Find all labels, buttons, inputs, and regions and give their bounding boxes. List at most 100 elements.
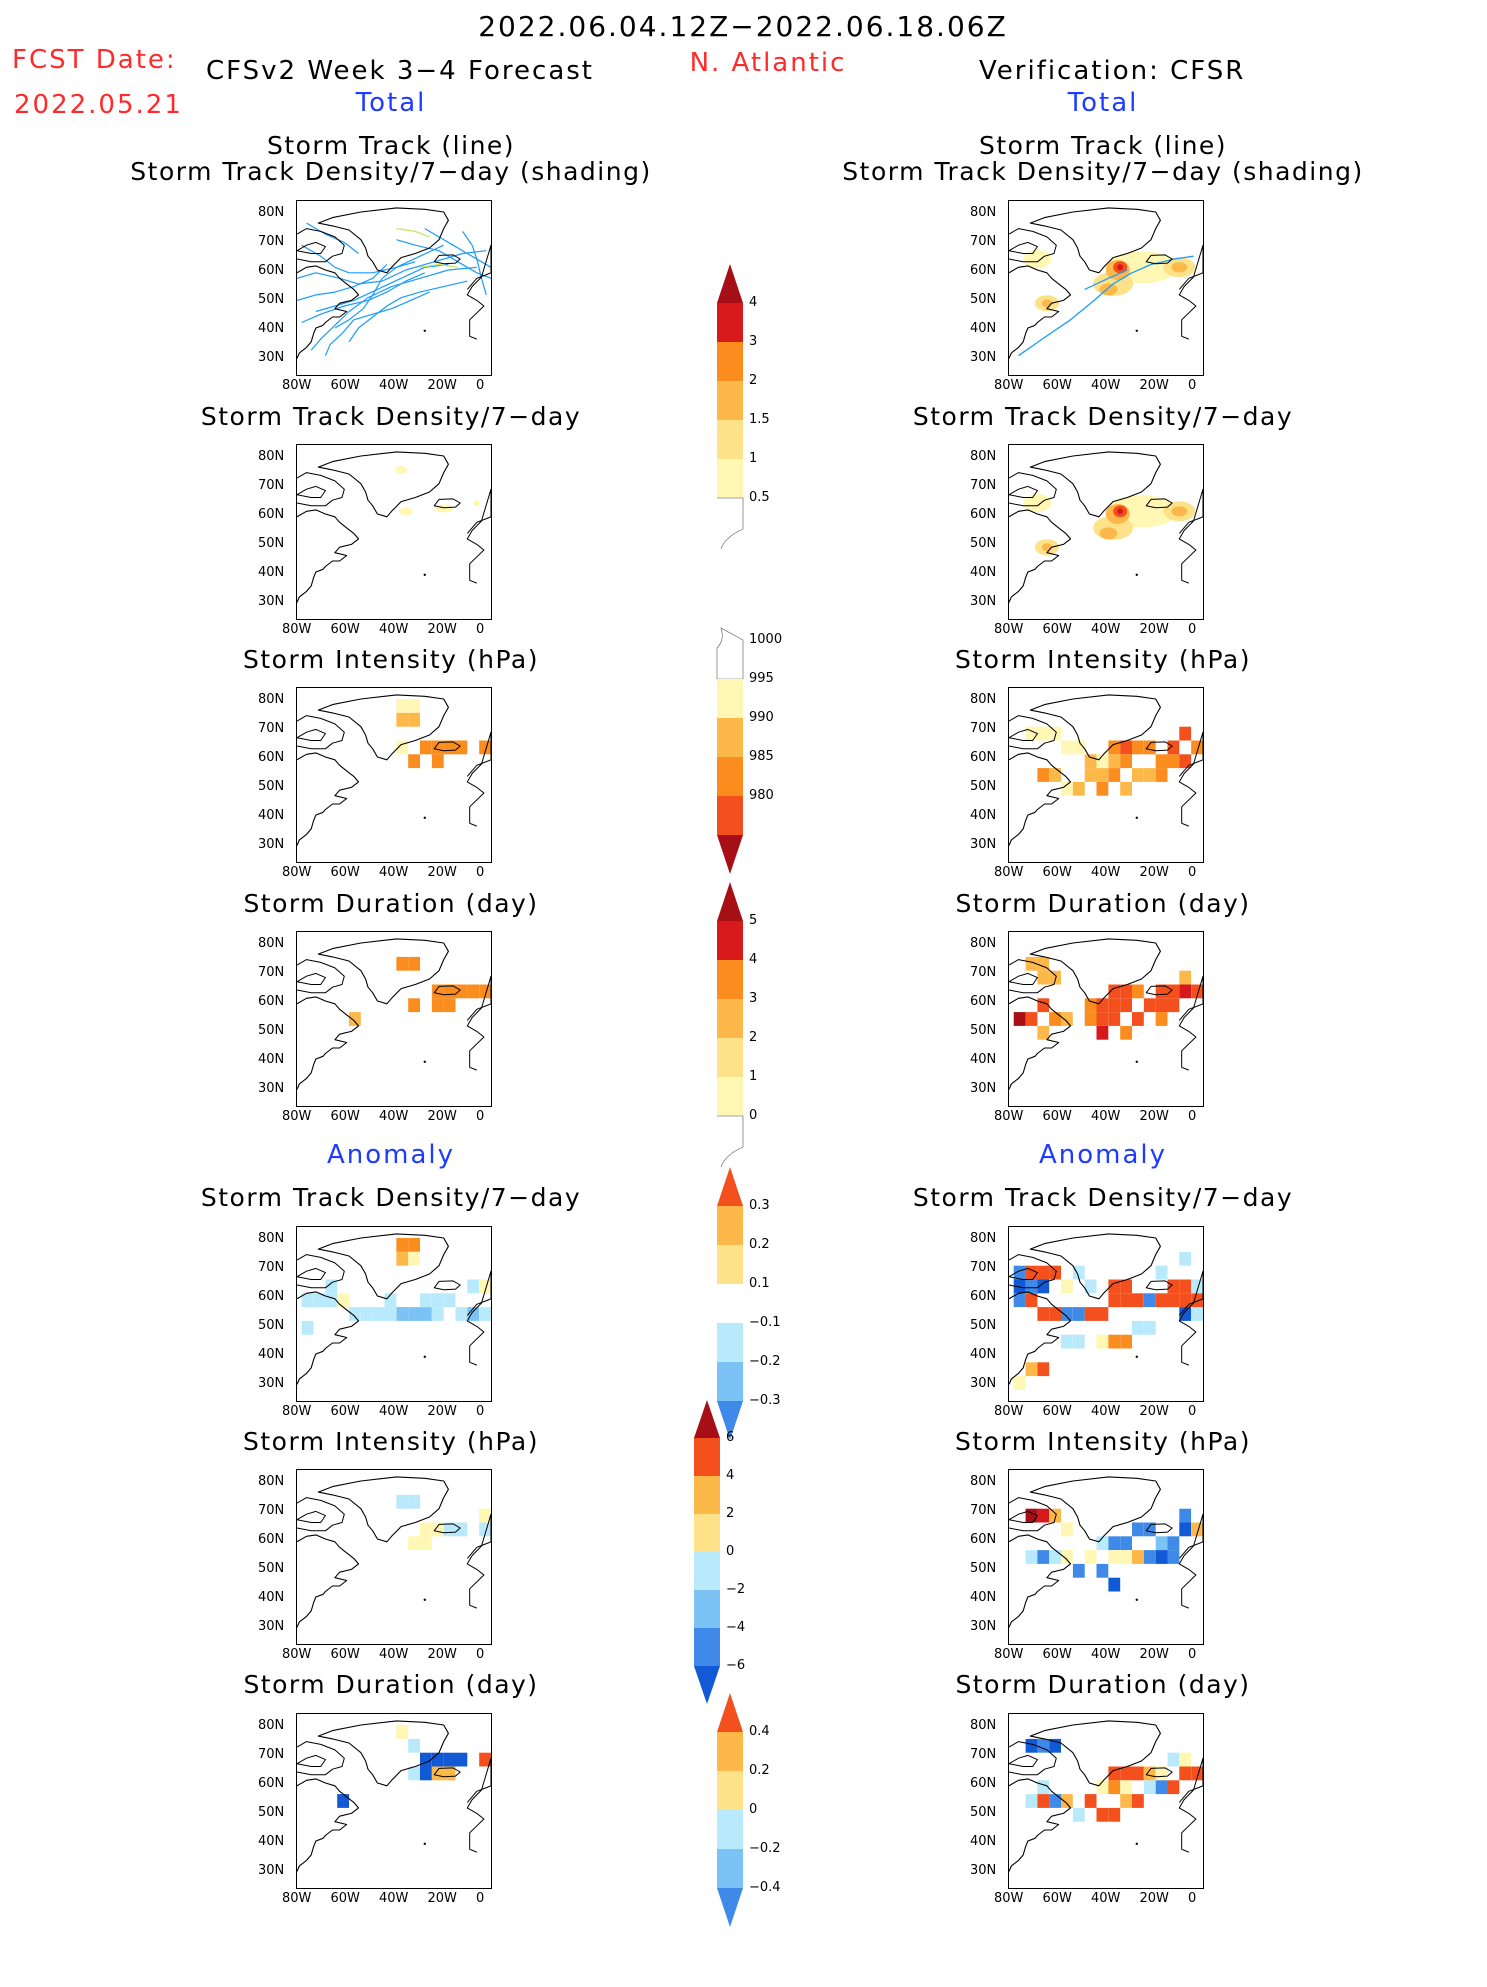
colorbar-swatch (717, 1693, 743, 1732)
lon-tick-label: 40W (1091, 622, 1121, 637)
grid-cell (1120, 740, 1132, 755)
coastline-greenland (317, 938, 449, 1005)
lat-tick-label: 60N (970, 1776, 997, 1791)
coastline-europe (1178, 731, 1203, 827)
colorbar-swatch (717, 1167, 743, 1206)
grid-cell (1179, 1307, 1192, 1321)
grid-cell (1049, 1012, 1061, 1026)
colorbar-label: 0.3 (749, 1198, 770, 1213)
verification-title: Verification: CFSR (979, 56, 1246, 86)
coastline-greenland (1029, 1720, 1161, 1787)
grid-cell (1037, 1780, 1050, 1795)
grid-cell (1132, 1522, 1144, 1537)
storm-track-line (419, 263, 458, 268)
lat-tick-label: 70N (970, 721, 997, 736)
lon-tick-label: 40W (1091, 1891, 1121, 1906)
panel-title-duration-anom-left: Storm Duration (day) (243, 1670, 539, 1699)
coastline-greenland (1029, 207, 1161, 274)
grid-cell (1108, 754, 1121, 769)
grid-cell (1179, 754, 1192, 769)
coastline-arctic (297, 1497, 345, 1532)
colorbar-density-anom (717, 1167, 743, 1480)
azores-island (423, 1842, 426, 1845)
lon-tick-label: 60W (330, 622, 360, 637)
lon-tick-label: 20W (1139, 1404, 1169, 1419)
storm-track-line (462, 231, 487, 296)
grid-cell (1120, 1536, 1132, 1551)
colorbar-label: 1000 (749, 632, 783, 647)
coastline-north-america (297, 752, 360, 846)
grid-cell (1155, 754, 1168, 769)
lat-tick-label: 30N (970, 1376, 997, 1391)
grid-cell (1013, 1012, 1026, 1026)
grid-cell (1037, 970, 1050, 985)
lat-tick-label: 80N (258, 1231, 285, 1246)
map-intensity-anom-right (1008, 1469, 1204, 1645)
coastline-iceland (1145, 1280, 1173, 1291)
lon-tick-label: 60W (330, 1404, 360, 1419)
grid-cell (1167, 740, 1180, 755)
anomaly-label-right: Anomaly (1038, 1140, 1168, 1170)
grid-cell (396, 1725, 409, 1739)
azores-island (423, 1598, 426, 1601)
grid-cell (1143, 1522, 1156, 1537)
coastline-north-america (297, 1534, 360, 1628)
lon-tick-label: 80W (282, 865, 312, 880)
coastline-baffin (297, 1510, 326, 1523)
colorbar-swatch (717, 1323, 743, 1362)
grid-cell (396, 712, 409, 727)
grid-cell (1132, 768, 1144, 782)
colorbar-label: −6 (726, 1658, 746, 1673)
azores-island (1135, 1060, 1138, 1063)
grid-cell (467, 1307, 480, 1321)
colorbar-label: 1.5 (749, 412, 770, 427)
coastline-europe (466, 731, 491, 827)
lat-tick-label: 70N (258, 965, 285, 980)
grid-cell (1096, 1807, 1109, 1822)
colorbar-swatch (717, 264, 743, 303)
grid-cell (1096, 1307, 1109, 1321)
grid-cell (420, 1307, 432, 1321)
colorbar-label: −0.4 (749, 1880, 781, 1895)
grid-cell (1084, 1012, 1097, 1026)
map-canvas (1009, 451, 1203, 603)
lon-tick-label: 20W (427, 1647, 457, 1662)
lat-tick-label: 80N (970, 936, 997, 951)
grid-cell (301, 1293, 314, 1308)
colorbar-swatch (717, 303, 743, 342)
grid-cell (1132, 1550, 1144, 1564)
coastline-north-america (1009, 1778, 1072, 1872)
lon-tick-label: 40W (379, 378, 409, 393)
grid-cell (1025, 1550, 1038, 1564)
grid-cell (1179, 1508, 1192, 1523)
coastline-north-america (1009, 265, 1072, 359)
lat-tick-label: 50N (258, 292, 285, 307)
grid-cell (408, 1738, 420, 1753)
grid-cell (1108, 1780, 1121, 1795)
colorbar-swatch (694, 1666, 720, 1704)
grid-cell (1096, 1536, 1109, 1551)
lon-tick-label: 80W (282, 1647, 312, 1662)
colorbar-label: 0 (726, 1544, 735, 1559)
coastline-iceland (1145, 1767, 1173, 1778)
grid-cell (1143, 998, 1156, 1013)
lat-tick-label: 80N (258, 936, 285, 951)
grid-cell (420, 1522, 432, 1537)
lat-tick-label: 50N (970, 1023, 997, 1038)
grid-cell (479, 1752, 491, 1767)
colorbar-label: 6 (726, 1430, 735, 1445)
lon-tick-label: 40W (1091, 1647, 1121, 1662)
lat-tick-label: 30N (970, 1863, 997, 1878)
grid-cell (1049, 768, 1061, 782)
grid-cell (396, 1251, 409, 1266)
lat-tick-label: 40N (970, 808, 997, 823)
colorbar-swatch (694, 1438, 720, 1476)
lat-tick-label: 80N (970, 1474, 997, 1489)
colorbar-swatch (694, 1476, 720, 1514)
total-label-left: Total (355, 88, 427, 118)
grid-cell (1120, 984, 1132, 999)
lon-tick-label: 80W (994, 1404, 1024, 1419)
grid-cell (1120, 1550, 1132, 1564)
grid-cell (1037, 1279, 1050, 1294)
lat-tick-label: 30N (258, 1081, 285, 1096)
